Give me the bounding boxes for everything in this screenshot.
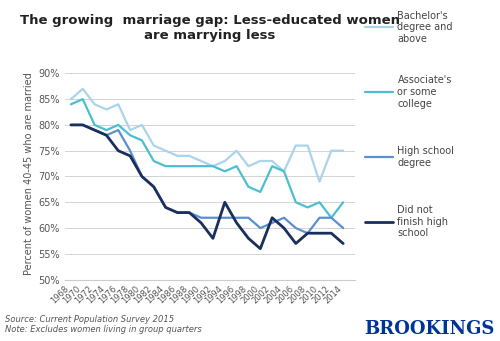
- Text: BROOKINGS: BROOKINGS: [364, 320, 495, 338]
- Y-axis label: Percent of women 40-45 who are married: Percent of women 40-45 who are married: [24, 73, 34, 275]
- Text: The growing  marriage gap: Less-educated women
are marrying less: The growing marriage gap: Less-educated …: [20, 14, 400, 42]
- Text: Did not
finish high
school: Did not finish high school: [398, 205, 448, 238]
- Text: High school
degree: High school degree: [398, 146, 454, 168]
- Text: Source: Current Population Survey 2015
Note: Excludes women living in group quar: Source: Current Population Survey 2015 N…: [5, 315, 202, 334]
- Text: Associate's
or some
college: Associate's or some college: [398, 75, 452, 109]
- Text: Bachelor's
degree and
above: Bachelor's degree and above: [398, 11, 453, 44]
